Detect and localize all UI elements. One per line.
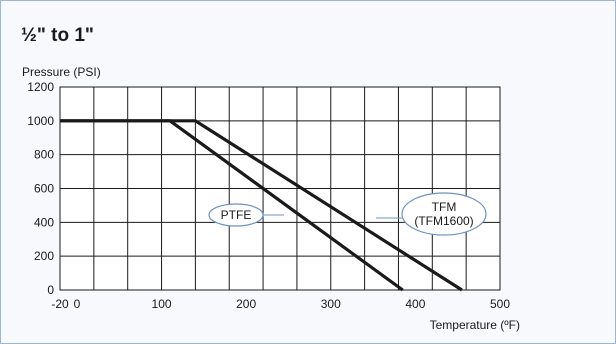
x-tick-label: 500 [490, 297, 510, 311]
size-heading: ½" to 1" [21, 25, 94, 46]
x-tick-label: 300 [321, 297, 341, 311]
y-tick-label: 1000 [27, 114, 54, 128]
y-tick-label: 200 [34, 249, 54, 263]
x-tick-label: 0 [74, 297, 81, 311]
series-line [60, 119, 463, 292]
callout-label: TFM [432, 200, 457, 214]
y-tick-label: 400 [34, 215, 54, 229]
x-tick-label: 400 [405, 297, 425, 311]
callout-label: PTFE [221, 208, 252, 222]
y-axis-label: Pressure (PSI) [22, 65, 101, 79]
grid [59, 86, 501, 291]
y-tick-label: 1200 [27, 80, 54, 94]
x-tick-label: -20 [51, 297, 69, 311]
y-tick-label: 0 [47, 283, 54, 297]
x-tick-label: 200 [236, 297, 256, 311]
series-lines [60, 119, 463, 292]
y-tick-label: 600 [34, 182, 54, 196]
callout-label: (TFM1600) [414, 214, 473, 228]
x-axis-label: Temperature (ºF) [430, 318, 520, 332]
x-tick-label: 100 [152, 297, 172, 311]
callout-bubble [208, 203, 264, 227]
callout-bubble [401, 192, 487, 236]
callouts: PTFE TFM(TFM1600) [208, 192, 487, 236]
y-tick-label: 800 [34, 148, 54, 162]
